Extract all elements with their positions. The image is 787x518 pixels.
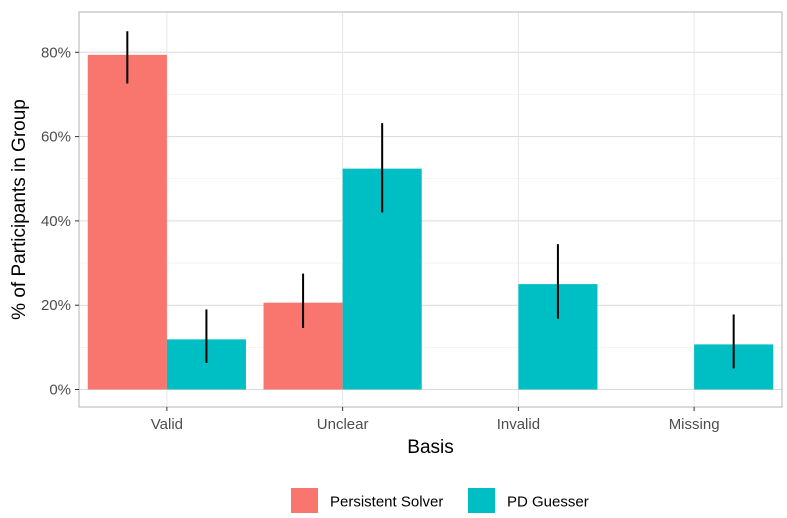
y-tick-label: 80%	[41, 44, 71, 61]
x-axis-title: Basis	[407, 437, 453, 458]
legend-label: Persistent Solver	[330, 494, 443, 511]
bar	[88, 55, 167, 390]
y-tick-label: 60%	[41, 129, 71, 146]
y-tick-label: 0%	[49, 382, 71, 399]
bars	[88, 55, 773, 390]
y-axis-title: % of Participants in Group	[9, 99, 30, 320]
legend-label: PD Guesser	[507, 494, 589, 511]
x-tick-label: Unclear	[317, 416, 369, 433]
y-tick-label: 40%	[41, 213, 71, 230]
y-axis-ticks: 0% 20% 40% 60% 80%	[41, 44, 79, 398]
legend-key	[291, 488, 318, 513]
legend-key	[468, 488, 495, 513]
x-tick-label: Valid	[151, 416, 183, 433]
x-axis-ticks: Valid Unclear Invalid Missing	[151, 407, 720, 433]
legend: Persistent Solver PD Guesser	[291, 488, 589, 513]
x-tick-label: Invalid	[497, 416, 540, 433]
x-tick-label: Missing	[669, 416, 720, 433]
y-tick-label: 20%	[41, 297, 71, 314]
error-bars	[127, 31, 733, 368]
